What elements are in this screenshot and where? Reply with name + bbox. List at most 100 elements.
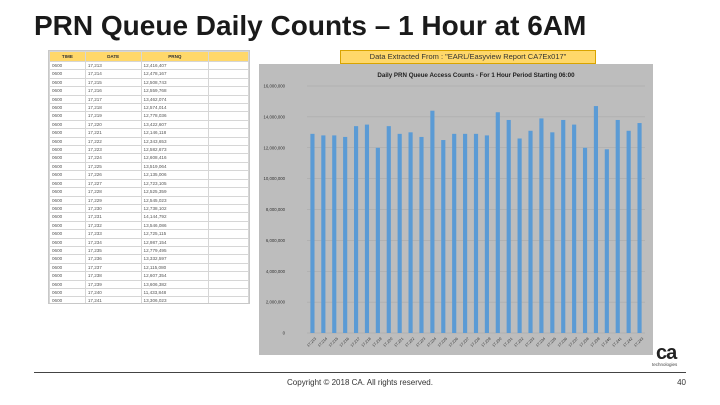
table-cell: 0600	[49, 203, 86, 214]
table-cell: 17,222	[84, 136, 142, 147]
chart-bar	[604, 149, 609, 333]
chart-bar	[626, 130, 631, 333]
table-cell: 0600	[49, 254, 86, 264]
table-cell: 12,608,416	[140, 153, 210, 163]
table-row: 0600 17,217 13,462,074	[49, 94, 249, 105]
chart-title: Daily PRN Queue Access Counts - For 1 Ho…	[377, 72, 575, 79]
table-cell: 12,779,495	[140, 245, 210, 256]
table-cell: 0600	[49, 170, 86, 180]
table-cell: 17,231	[84, 212, 142, 222]
table-cell: 0600	[49, 161, 86, 172]
chart-bar	[343, 136, 348, 333]
column-header-blank	[208, 51, 249, 62]
table-cell: 17,213	[84, 60, 142, 71]
table-cell: 17,234	[84, 237, 142, 247]
table-cell: 12,582,673	[140, 145, 210, 155]
x-tick-label: 17,216	[339, 337, 350, 348]
chart-bar	[561, 119, 566, 334]
x-tick-label: 17,233	[524, 337, 535, 348]
x-tick-label: 17,239	[590, 337, 601, 348]
table-cell: 17,230	[84, 203, 142, 214]
table-cell: 17,232	[84, 220, 142, 231]
table-cell: 17,226	[84, 170, 142, 180]
chart-bar	[593, 106, 599, 333]
table-cell: 17,241	[84, 296, 142, 303]
x-tick-label: 17,225	[437, 337, 448, 348]
table-cell: 17,215	[84, 77, 142, 88]
table-cell: 0600	[49, 119, 86, 130]
table-cell	[208, 195, 249, 205]
table-cell: 0600	[49, 178, 86, 189]
table-row: 0600 17,226 12,135,006	[49, 170, 249, 180]
table-cell: 0600	[49, 212, 86, 222]
table-cell: 12,574,014	[140, 103, 210, 113]
x-tick-label: 17,237	[568, 337, 579, 348]
x-tick-label: 17,231	[502, 337, 513, 348]
chart-bar	[321, 135, 326, 333]
logo-mark: ca	[656, 342, 677, 364]
table-row: 0600 17,224 12,608,416	[49, 153, 249, 163]
chart-bar	[452, 133, 457, 333]
chart-bar	[430, 110, 435, 333]
table-cell	[208, 128, 249, 138]
copyright-text: Copyright © 2018 CA. All rights reserved…	[287, 378, 433, 387]
table-cell: 17,237	[84, 262, 142, 273]
table-cell: 12,987,154	[140, 237, 210, 247]
table-row: 0600 17,233 12,725,115	[49, 229, 249, 239]
table-row: 0600 17,223 12,582,673	[49, 145, 249, 155]
table-cell: 17,223	[84, 145, 142, 155]
table-row: 0600 17,221 12,146,118	[49, 128, 249, 138]
table-row: 0600 17,222 12,343,653	[49, 136, 249, 147]
table-cell	[208, 86, 249, 96]
table-cell: 13,606,382	[140, 279, 210, 289]
table-cell	[208, 187, 249, 197]
table-header-row: TIME DATE PRNQ	[49, 51, 249, 62]
column-header-date: DATE	[84, 51, 142, 62]
table-cell: 17,229	[84, 195, 142, 205]
table-cell: 0600	[49, 262, 86, 273]
chart-bar	[572, 124, 577, 333]
table-cell: 13,306,023	[140, 296, 210, 303]
chart-bar	[528, 130, 533, 333]
page-number: 40	[677, 378, 686, 387]
chart-bar	[517, 138, 522, 333]
table-cell: 0600	[49, 128, 86, 138]
table-cell: 12,778,036	[140, 111, 210, 121]
bar-chart: Daily PRN Queue Access Counts - For 1 Ho…	[263, 72, 645, 348]
footer-divider	[34, 372, 686, 373]
chart-bar	[375, 147, 380, 333]
table-cell: 17,238	[84, 271, 142, 281]
chart-bar	[473, 133, 479, 333]
x-tick-label: 17,236	[557, 337, 568, 348]
table-cell: 17,227	[84, 178, 142, 189]
table-cell: 17,216	[84, 86, 142, 96]
table-row: 0600 17,213 12,416,407	[49, 60, 249, 71]
table-cell: 0600	[49, 187, 86, 197]
table-cell: 12,525,359	[140, 187, 210, 197]
table-cell	[208, 178, 249, 189]
chart-bar	[615, 119, 620, 334]
table-row: 0600 17,215 12,508,743	[49, 77, 249, 88]
table-cell: 12,508,743	[140, 77, 210, 88]
x-tick-label: 17,224	[426, 337, 437, 348]
table-cell: 17,220	[84, 119, 142, 130]
x-tick-label: 17,232	[513, 337, 524, 348]
table-cell	[208, 237, 249, 247]
table-row: 0600 17,230 12,738,102	[49, 203, 249, 214]
table-cell	[208, 111, 249, 121]
table-cell	[208, 254, 249, 264]
table-cell: 12,416,407	[140, 60, 210, 71]
chart-bar	[397, 133, 402, 333]
table-cell: 12,559,768	[140, 86, 210, 96]
table-cell: 13,332,597	[140, 254, 210, 264]
table-row: 0600 17,229 12,545,023	[49, 195, 249, 205]
y-tick-label: 12,000,000	[263, 145, 285, 150]
table-cell: 12,135,006	[140, 170, 210, 180]
x-tick-label: 17,226	[448, 337, 459, 348]
table-row: 0600 17,240 11,433,848	[49, 287, 249, 298]
chart-bar	[582, 147, 588, 333]
table-cell	[208, 170, 249, 180]
table-cell: 0600	[49, 195, 86, 205]
table-cell: 0600	[49, 153, 86, 163]
table-row: 0600 17,231 14,144,792	[49, 212, 249, 222]
